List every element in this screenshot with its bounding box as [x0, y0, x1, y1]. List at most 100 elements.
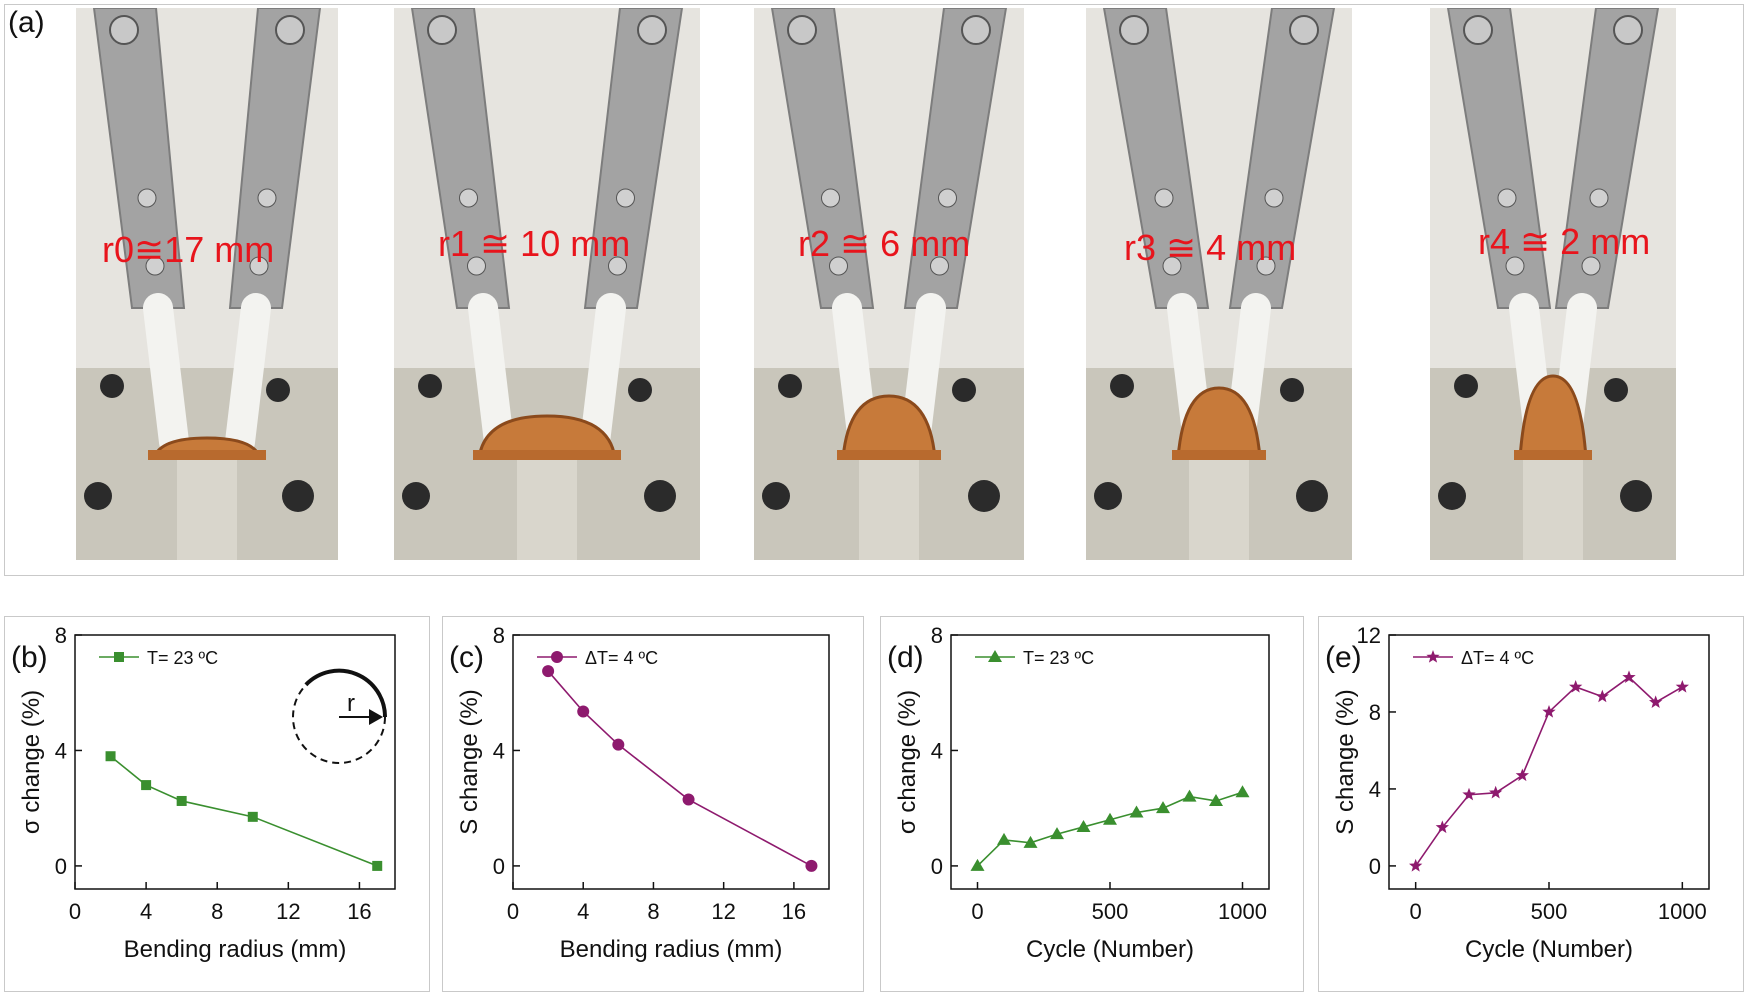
arm-screw [1264, 188, 1284, 208]
legend-label: T= 23 ºC [147, 648, 218, 668]
hex-bolt [1119, 15, 1149, 45]
arm-screw [829, 256, 848, 276]
data-point [1515, 768, 1529, 782]
left-clamp-arm [1446, 8, 1552, 309]
data-point [372, 860, 383, 871]
arm-screw [145, 256, 165, 276]
legend-label: ΔT= 4 ºC [585, 648, 658, 668]
arm-screw [616, 188, 635, 208]
screw-knob [84, 482, 112, 510]
hex-bolt [109, 15, 139, 45]
arm-screw [1589, 188, 1609, 208]
panel-a-letter: (a) [8, 6, 45, 39]
arm-screw [249, 256, 269, 276]
data-point [1489, 785, 1503, 799]
arm-screw [459, 188, 478, 208]
y-axis-label: S change (%) [456, 689, 483, 834]
legend-marker [1426, 650, 1440, 663]
panel-b-frame: (b) 0 4 8 12 16 0 4 8 Bending radius (mm) σ change… [4, 616, 430, 992]
y-tick-label: 4 [1369, 777, 1381, 802]
legend-marker [988, 650, 1002, 662]
arm-screw [1256, 256, 1276, 276]
panel-e-frame: (e) 0 500 1000 0 4 8 12 Cycle (Number) S change (… [1318, 616, 1744, 992]
radius-label-r3: r3 ≅ 4 mm [1124, 227, 1297, 268]
arm-screw [1154, 188, 1174, 208]
arm-screw [257, 188, 277, 208]
hex-bolt [427, 15, 457, 45]
x-tick-label: 0 [971, 899, 983, 924]
data-point [1076, 819, 1091, 832]
arm-screw [930, 256, 949, 276]
x-tick-label: 0 [69, 899, 81, 924]
panel-letter: (c) [449, 641, 484, 674]
screw-knob [762, 482, 790, 510]
y-axis-label: σ change (%) [894, 690, 921, 834]
screw-knob [1280, 378, 1304, 402]
y-tick-label: 4 [493, 738, 505, 763]
data-point [542, 665, 555, 678]
legend-marker [114, 652, 124, 662]
film-base [837, 450, 941, 460]
data-point [970, 858, 985, 871]
plot-area [512, 634, 830, 890]
hex-bolt [1613, 15, 1643, 45]
film-base [473, 450, 621, 460]
screw-knob [100, 374, 124, 398]
x-tick-label: 500 [1531, 899, 1568, 924]
right-clamp-arm [583, 8, 684, 309]
radius-label-r2: r2 ≅ 6 mm [798, 223, 971, 264]
screw-knob [402, 482, 430, 510]
plot-area [74, 634, 396, 890]
screw-knob [778, 374, 802, 398]
hex-bolt [787, 15, 817, 45]
hex-bolt [637, 15, 667, 45]
film-base [1172, 450, 1266, 460]
data-point [1435, 820, 1449, 834]
x-tick-label: 0 [1410, 899, 1422, 924]
hex-bolt [961, 15, 991, 45]
hex-bolt [1463, 15, 1493, 45]
screw-knob [968, 480, 1000, 512]
plot-area [950, 634, 1270, 890]
bent-film [1518, 374, 1588, 460]
screw-knob [1620, 480, 1652, 512]
screw-knob [1296, 480, 1328, 512]
x-axis-label: Cycle (Number) [1026, 936, 1194, 963]
x-axis-label: Cycle (Number) [1465, 936, 1633, 963]
data-point [577, 705, 590, 718]
right-rod [580, 293, 626, 457]
data-point [105, 751, 116, 762]
radius-label-r1: r1 ≅ 10 mm [438, 223, 631, 264]
radius-arc [304, 668, 388, 718]
x-tick-label: 1000 [1218, 899, 1267, 924]
arm-screw [1497, 188, 1517, 208]
y-tick-label: 8 [55, 623, 67, 648]
radius-label-r0: r0≅17 mm [102, 229, 275, 270]
data-point [1675, 679, 1689, 693]
series-line [110, 755, 378, 867]
photo-r3 [1086, 8, 1352, 560]
radius-inset-label: r [347, 690, 355, 717]
data-point [997, 832, 1011, 845]
data-point [1569, 679, 1583, 693]
photo-r0 [76, 8, 338, 560]
x-tick-label: 12 [711, 899, 735, 924]
y-tick-label: 0 [931, 854, 943, 879]
screw-knob [418, 374, 442, 398]
arm-screw [821, 188, 840, 208]
left-clamp-arm [92, 8, 186, 309]
y-tick-label: 4 [931, 738, 943, 763]
screw-knob [282, 480, 314, 512]
data-point [1462, 787, 1476, 801]
screw-knob [952, 378, 976, 402]
data-point [1129, 805, 1144, 818]
x-tick-label: 16 [782, 899, 806, 924]
film-base [1514, 450, 1592, 460]
right-rod [225, 293, 271, 457]
left-rod [468, 293, 514, 457]
x-tick-label: 500 [1092, 899, 1129, 924]
screw-knob [1438, 482, 1466, 510]
left-clamp-arm [1102, 8, 1210, 309]
legend-label: ΔT= 4 ºC [1461, 648, 1534, 668]
hex-bolt [1289, 15, 1319, 45]
